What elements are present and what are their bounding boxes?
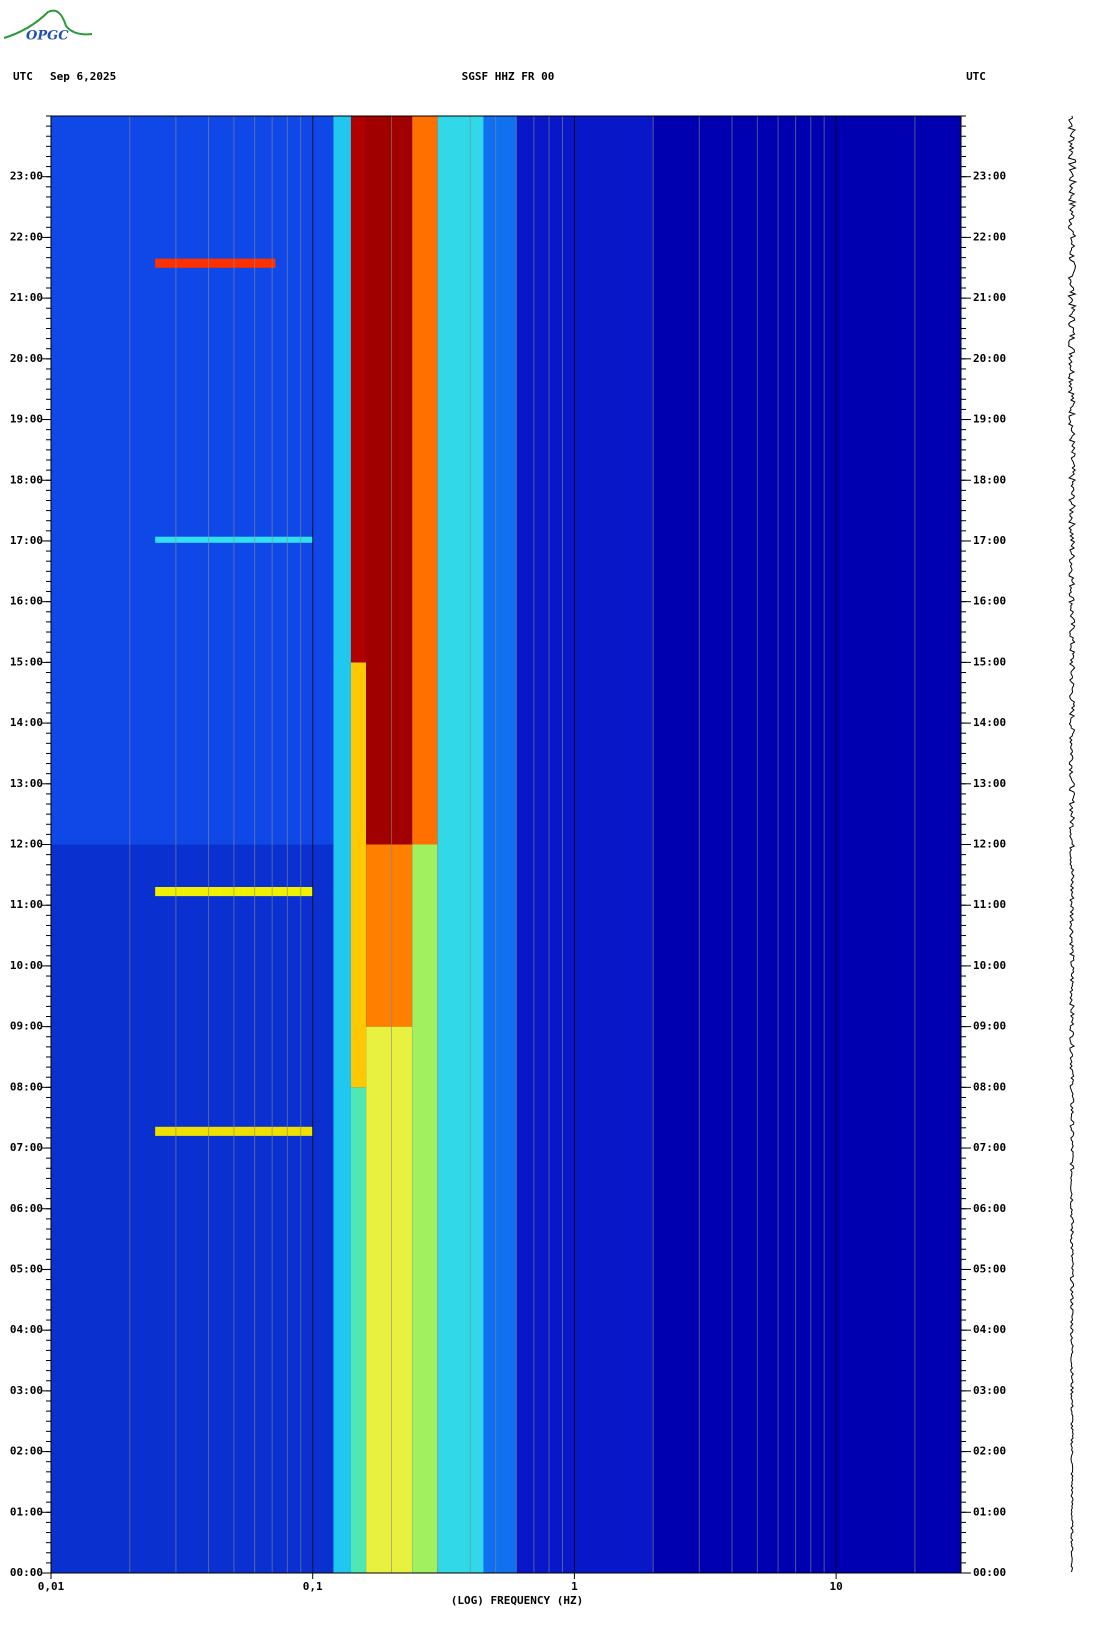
- spectral-band: [333, 116, 351, 1573]
- spectral-band: [483, 116, 517, 1573]
- y-tick-label-right: 08:00: [973, 1080, 1006, 1093]
- y-tick-label-right: 22:00: [973, 230, 1006, 243]
- seismogram-trace: [1067, 115, 1078, 1573]
- x-tick-label: 0,1: [303, 1580, 323, 1593]
- y-tick-label: 20:00: [10, 352, 43, 365]
- y-tick-label: 23:00: [10, 170, 43, 183]
- y-tick-label: 08:00: [10, 1080, 43, 1093]
- y-tick-label: 15:00: [10, 655, 43, 668]
- y-tick-label-right: 13:00: [973, 777, 1006, 790]
- y-tick-label-right: 00:00: [973, 1566, 1006, 1579]
- y-tick-label: 03:00: [10, 1384, 43, 1397]
- spectral-band: [412, 116, 438, 845]
- spectral-band: [366, 116, 413, 845]
- spectral-band: [51, 844, 334, 1573]
- y-tick-label-right: 15:00: [973, 655, 1006, 668]
- y-tick-label: 13:00: [10, 777, 43, 790]
- y-tick-label: 02:00: [10, 1445, 43, 1458]
- event-streak: [155, 258, 276, 268]
- x-axis-label: (LOG) FREQUENCY (HZ): [451, 1594, 583, 1607]
- y-tick-label-right: 21:00: [973, 291, 1006, 304]
- y-tick-label: 05:00: [10, 1262, 43, 1275]
- y-tick-label-right: 01:00: [973, 1505, 1006, 1518]
- spectral-band: [350, 1087, 367, 1573]
- y-tick-label: 11:00: [10, 898, 43, 911]
- spectral-band: [366, 1026, 413, 1573]
- y-tick-label: 19:00: [10, 413, 43, 426]
- logo: OPGC: [26, 29, 69, 44]
- x-tick-label: 1: [571, 1580, 578, 1593]
- x-tick-label: 0,01: [38, 1580, 65, 1593]
- y-tick-label-right: 20:00: [973, 352, 1006, 365]
- y-tick-label: 01:00: [10, 1505, 43, 1518]
- time-zone: UTC: [13, 70, 33, 83]
- y-tick-label-right: 16:00: [973, 595, 1006, 608]
- spectral-band: [51, 116, 334, 845]
- y-tick-label: 18:00: [10, 473, 43, 486]
- y-tick-label-right: 14:00: [973, 716, 1006, 729]
- y-tick-label: 22:00: [10, 230, 43, 243]
- spectral-band: [437, 116, 484, 1573]
- y-tick-label-right: 18:00: [973, 473, 1006, 486]
- logo-curve: [3, 9, 93, 39]
- y-tick-label: 07:00: [10, 1141, 43, 1154]
- y-tick-label-right: 11:00: [973, 898, 1006, 911]
- y-tick-label-right: 10:00: [973, 959, 1006, 972]
- spectral-band: [350, 116, 367, 663]
- y-tick-label-right: 09:00: [973, 1020, 1006, 1033]
- y-tick-label: 04:00: [10, 1323, 43, 1336]
- spectral-band: [516, 116, 654, 1573]
- y-tick-label-right: 03:00: [973, 1384, 1006, 1397]
- spectral-band: [366, 844, 413, 1027]
- y-tick-label-right: 07:00: [973, 1141, 1006, 1154]
- time-zone-right: UTC: [966, 70, 986, 83]
- y-tick-label-right: 02:00: [973, 1445, 1006, 1458]
- y-tick-label: 00:00: [10, 1566, 43, 1579]
- spectral-band: [350, 662, 367, 1088]
- y-tick-label-right: 12:00: [973, 838, 1006, 851]
- y-tick-label: 21:00: [10, 291, 43, 304]
- y-tick-label-right: 05:00: [973, 1262, 1006, 1275]
- y-tick-label: 16:00: [10, 595, 43, 608]
- y-tick-label: 09:00: [10, 1020, 43, 1033]
- y-tick-label-right: 23:00: [973, 170, 1006, 183]
- y-tick-label-right: 06:00: [973, 1202, 1006, 1215]
- y-tick-label-right: 19:00: [973, 413, 1006, 426]
- y-tick-label: 17:00: [10, 534, 43, 547]
- y-tick-label-right: 17:00: [973, 534, 1006, 547]
- chart-title: SGSF HHZ FR 00: [462, 70, 555, 83]
- y-tick-label-right: 04:00: [973, 1323, 1006, 1336]
- spectral-band: [412, 844, 438, 1573]
- x-tick-label: 10: [830, 1580, 843, 1593]
- y-tick-label: 12:00: [10, 838, 43, 851]
- y-tick-label: 14:00: [10, 716, 43, 729]
- date: Sep 6,2025: [50, 70, 116, 83]
- y-tick-label: 06:00: [10, 1202, 43, 1215]
- y-tick-label: 10:00: [10, 959, 43, 972]
